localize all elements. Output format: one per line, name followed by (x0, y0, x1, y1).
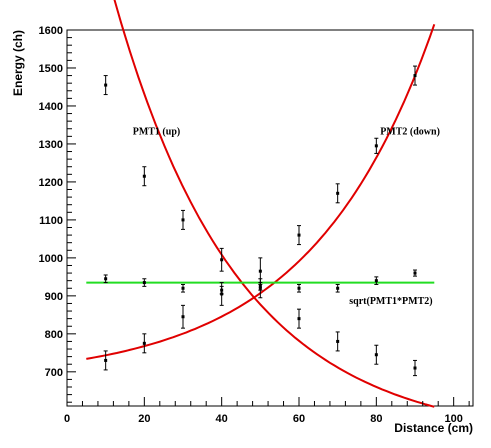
point-marker (413, 271, 417, 275)
y-tick-label: 1100 (39, 215, 63, 227)
point-marker (413, 74, 417, 78)
y-tick-label: 1400 (39, 101, 63, 113)
data-point (142, 333, 147, 354)
point-marker (374, 144, 378, 148)
data-point (219, 285, 224, 295)
point-marker (104, 358, 108, 362)
chart-annotation: sqrt(PMT1*PMT2) (349, 296, 432, 307)
point-marker (297, 317, 301, 321)
point-marker (104, 277, 108, 281)
y-tick-label: 1600 (39, 25, 63, 37)
annotations: PMT1 (up) PMT2 (down) sqrt(PMT1*PMT2) (133, 126, 440, 307)
point-marker (104, 83, 108, 87)
point-marker (336, 191, 340, 195)
point-marker (336, 339, 340, 343)
y-tick-label: 1300 (39, 139, 63, 151)
data-point (297, 308, 301, 329)
point-marker (336, 286, 340, 290)
point-marker (374, 279, 378, 283)
data-point (142, 278, 147, 287)
point-marker (181, 315, 185, 319)
data-point (413, 269, 417, 277)
y-tick-label: 700 (45, 367, 63, 379)
data-point (297, 225, 301, 246)
data-point (413, 65, 417, 86)
y-axis-title: Energy (ch) (11, 30, 25, 96)
point-marker (297, 233, 301, 237)
data-point (181, 304, 185, 329)
data-point (335, 331, 340, 352)
data-point (413, 359, 417, 377)
point-marker (374, 353, 378, 357)
x-tick-label: 0 (64, 413, 70, 425)
y-tick-label: 1200 (39, 177, 63, 189)
point-marker (220, 288, 224, 292)
point-marker (220, 258, 224, 262)
data-point (374, 137, 379, 154)
chart-annotation: PMT1 (up) (133, 126, 181, 137)
data-point (103, 75, 108, 96)
chart-annotation: PMT2 (down) (380, 126, 440, 137)
fit-curves (86, 0, 436, 408)
data-point (258, 282, 263, 291)
data-point (181, 209, 185, 230)
data-point (297, 283, 301, 293)
plot-border (66, 29, 474, 407)
data-point (219, 247, 224, 272)
data-point (374, 276, 379, 285)
data-point (374, 344, 379, 365)
point-marker (413, 366, 417, 370)
data-points (103, 65, 417, 377)
axes: 0 20 40 60 80 100 700 800 900 1000 1100 1200 1300 140… (11, 25, 473, 435)
point-marker (142, 281, 146, 285)
data-point (103, 274, 108, 284)
point-marker (142, 174, 146, 178)
x-axis-title: Distance (cm) (394, 421, 473, 435)
y-tick-label: 800 (45, 329, 63, 341)
data-point (181, 283, 185, 293)
point-marker (142, 341, 146, 345)
data-point (103, 350, 108, 371)
x-tick-label: 40 (216, 413, 228, 425)
fit-curve (113, 0, 435, 408)
y-tick-label: 1000 (39, 253, 63, 265)
x-tick-label: 80 (370, 413, 382, 425)
point-marker (181, 218, 185, 222)
x-tick-label: 20 (138, 413, 150, 425)
point-marker (297, 286, 301, 290)
x-tick-label: 60 (293, 413, 305, 425)
y-tick-label: 900 (45, 291, 63, 303)
data-point (335, 183, 340, 204)
data-point (335, 283, 340, 293)
y-tick-label: 1500 (39, 63, 63, 75)
point-marker (258, 284, 262, 288)
point-marker (181, 286, 185, 290)
data-point (142, 166, 147, 187)
plot-frame (66, 29, 474, 407)
point-marker (258, 269, 262, 273)
data-point (258, 257, 263, 285)
x-tick-label: 100 (444, 413, 462, 425)
